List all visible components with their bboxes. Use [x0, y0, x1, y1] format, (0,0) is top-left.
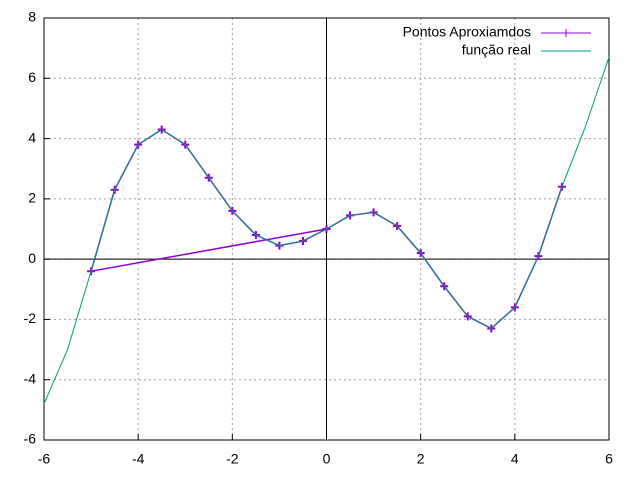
legend-label: função real: [462, 42, 531, 58]
y-tick-label: -2: [24, 310, 37, 326]
x-tick-label: 4: [511, 451, 519, 467]
x-tick-label: 6: [605, 451, 613, 467]
x-tick-label: -2: [226, 451, 239, 467]
y-tick-label: -6: [24, 431, 37, 447]
y-tick-label: -4: [24, 370, 37, 386]
y-tick-label: 8: [28, 9, 36, 25]
plot-border: [43, 17, 610, 441]
x-tick-label: -4: [132, 451, 145, 467]
y-tick-label: 0: [28, 250, 36, 266]
y-tick-label: 2: [28, 190, 36, 206]
y-tick-label: 4: [28, 129, 36, 145]
series-line: [43, 57, 610, 405]
x-tick-label: 0: [323, 451, 331, 467]
x-tick-label: 2: [417, 451, 425, 467]
y-tick-label: 6: [28, 69, 36, 85]
legend-label: Pontos Aproxiamdos: [403, 24, 531, 40]
x-tick-label: -6: [38, 451, 51, 467]
